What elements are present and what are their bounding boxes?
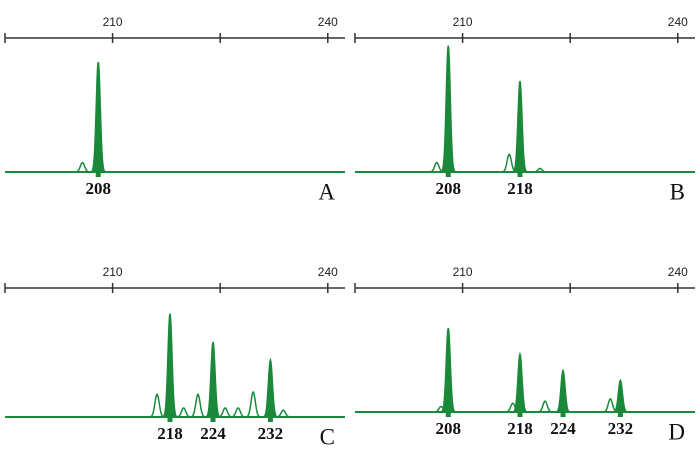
allele-marker bbox=[560, 410, 566, 417]
panel-letter: B bbox=[670, 179, 685, 204]
tick-label: 240 bbox=[318, 265, 338, 279]
allele-marker bbox=[617, 410, 623, 417]
allele-label: 218 bbox=[507, 419, 533, 438]
tick-label: 210 bbox=[103, 15, 123, 29]
peak bbox=[148, 393, 166, 418]
allele-label: 224 bbox=[200, 424, 226, 443]
tick-label: 210 bbox=[453, 15, 473, 29]
allele-marker bbox=[445, 410, 451, 417]
allele-label: 218 bbox=[507, 179, 533, 198]
peak bbox=[612, 378, 629, 413]
allele-label: 232 bbox=[608, 419, 634, 438]
peak bbox=[204, 341, 222, 418]
peak bbox=[244, 390, 262, 418]
panel-letter: D bbox=[668, 419, 685, 444]
allele-marker bbox=[445, 170, 451, 177]
peak bbox=[189, 393, 207, 418]
peak bbox=[262, 357, 279, 418]
panel-letter: A bbox=[318, 179, 335, 204]
tick-label: 210 bbox=[453, 265, 473, 279]
peak bbox=[161, 313, 179, 418]
allele-marker bbox=[267, 415, 273, 422]
peak bbox=[554, 368, 572, 413]
tick-label: 240 bbox=[668, 265, 688, 279]
peak bbox=[531, 167, 549, 173]
panel-letter: C bbox=[320, 424, 335, 449]
allele-label: 218 bbox=[157, 424, 183, 443]
peak bbox=[174, 407, 193, 418]
allele-label: 208 bbox=[435, 179, 461, 198]
allele-label: 208 bbox=[85, 179, 111, 198]
tick-label: 240 bbox=[668, 15, 688, 29]
allele-marker bbox=[517, 170, 523, 177]
allele-marker bbox=[517, 410, 523, 417]
allele-marker bbox=[95, 170, 101, 177]
allele-label: 208 bbox=[435, 419, 461, 438]
peak bbox=[511, 80, 529, 173]
peak bbox=[274, 409, 292, 418]
tick-label: 210 bbox=[103, 265, 123, 279]
allele-label: 224 bbox=[550, 419, 576, 438]
tick-label: 240 bbox=[318, 15, 338, 29]
peak bbox=[511, 351, 529, 413]
peak bbox=[229, 407, 247, 418]
peak bbox=[440, 327, 457, 413]
allele-marker bbox=[167, 415, 173, 422]
allele-marker bbox=[210, 415, 216, 422]
peak bbox=[73, 161, 92, 173]
peak bbox=[90, 61, 107, 173]
peak bbox=[536, 400, 554, 413]
allele-label: 232 bbox=[258, 424, 284, 443]
peak bbox=[440, 45, 457, 173]
